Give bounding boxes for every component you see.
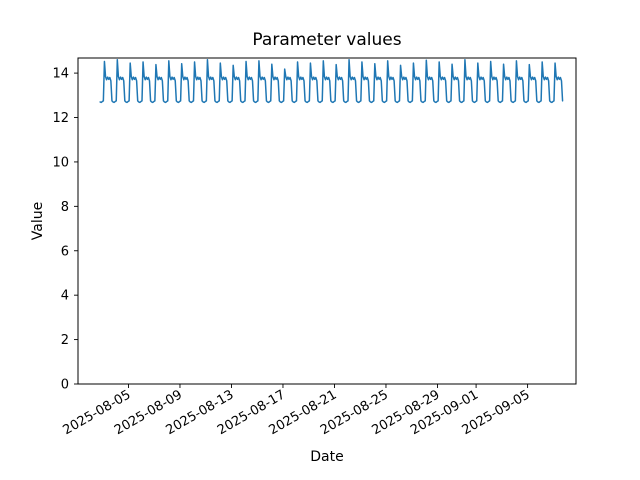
- chart-title: Parameter values: [252, 30, 402, 50]
- y-axis-label: Value: [30, 201, 46, 241]
- y-tick-label: 12: [52, 111, 69, 126]
- y-tick-label: 2: [61, 333, 69, 348]
- x-axis-label: Date: [310, 449, 344, 465]
- y-tick-label: 10: [52, 155, 69, 170]
- plot-area-border: [77, 57, 577, 385]
- y-axis-ticks: 0 2 4 6 8 10 12 14: [52, 67, 78, 393]
- x-axis-ticks: 2025-08-052025-08-092025-08-132025-08-17…: [61, 384, 533, 438]
- y-tick-label: 4: [61, 289, 69, 304]
- y-tick-label: 6: [61, 244, 69, 259]
- y-tick-label: 8: [61, 200, 69, 215]
- y-tick-label: 0: [61, 378, 69, 393]
- series-group: [99, 59, 564, 104]
- y-tick-label: 14: [52, 67, 69, 82]
- series-line: [99, 59, 564, 104]
